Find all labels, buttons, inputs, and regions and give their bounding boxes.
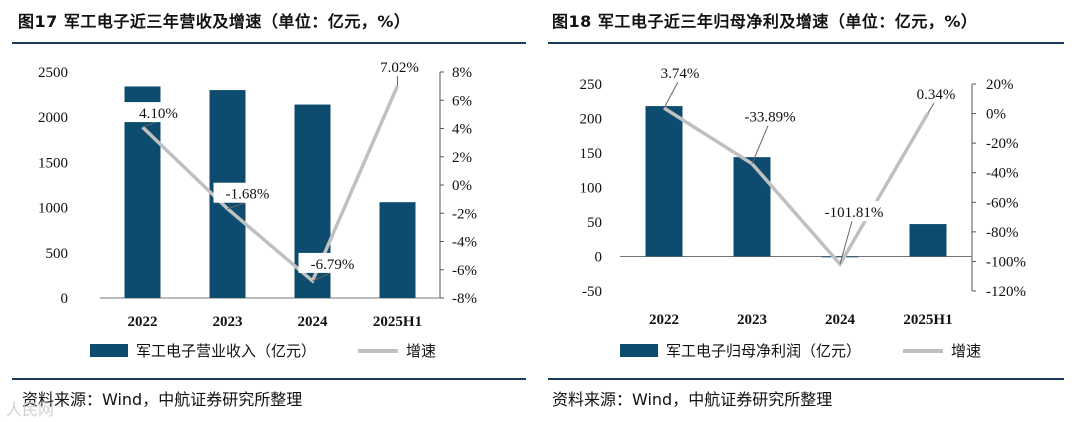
bar-2022	[645, 106, 683, 257]
legend-bar-item: 军工电子归母净利润（亿元）	[620, 340, 861, 361]
legend-bar-swatch	[620, 344, 658, 357]
left-axis-tick-label: 500	[46, 246, 69, 262]
title-rule	[12, 42, 526, 44]
right-axis-tick-label: 0%	[452, 178, 472, 194]
bar-2025H1	[909, 224, 947, 257]
data-label-leader	[927, 102, 935, 114]
left-axis-tick-label: 2000	[38, 110, 68, 126]
data-label-leader	[839, 220, 853, 265]
data-label-bg	[365, 55, 434, 76]
bar-2024	[821, 256, 859, 258]
data-label-bg	[736, 105, 804, 126]
category-label: 2022	[649, 312, 679, 328]
right-axis-tick-label: 6%	[452, 93, 472, 109]
title-rule	[548, 42, 1064, 44]
data-label: 3.74%	[661, 66, 700, 82]
legend-line-label: 增速	[406, 342, 437, 360]
data-label: 7.02%	[380, 60, 419, 76]
category-label: 2024	[298, 314, 329, 330]
bar-2023	[733, 157, 771, 257]
source-note: 资料来源：Wind，中航证券研究所整理	[552, 390, 833, 409]
right-axis-tick-label: -60%	[986, 195, 1019, 211]
data-label: -33.89%	[744, 110, 795, 126]
legend-bar-item: 军工电子营业收入（亿元）	[90, 340, 316, 361]
right-axis-tick-label: 4%	[452, 122, 472, 138]
legend: 军工电子营业收入（亿元） 增速	[90, 340, 436, 361]
left-axis-tick-label: 1000	[38, 201, 68, 217]
source-rule	[12, 378, 526, 380]
growth-line	[141, 85, 400, 284]
panel-revenue: 图17 军工电子近三年营收及增速（单位：亿元，%） 0 500 1000 1500 20…	[6, 12, 526, 419]
legend-line-item: 增速	[358, 340, 436, 361]
data-label-leader	[751, 125, 769, 164]
right-axis-tick-label: -120%	[986, 284, 1026, 300]
legend-line-label: 增速	[951, 342, 982, 360]
data-label: 0.34%	[917, 87, 956, 103]
left-axis-tick-label: -50	[582, 284, 602, 300]
category-label: 2024	[825, 312, 856, 328]
data-label-bg	[213, 182, 282, 203]
net-profit-chart: -50 0 50 100 150 200 250 -120% -100% -80% -60% -40%…	[580, 62, 1026, 328]
left-axis-tick-label: 0	[61, 291, 69, 307]
category-label: 2025H1	[903, 312, 952, 328]
category-label: 2023	[737, 312, 767, 328]
legend-bar-swatch	[90, 344, 128, 357]
legend: 军工电子归母净利润（亿元） 增速	[620, 340, 981, 361]
data-label-leader	[142, 121, 157, 128]
right-axis-tick-label: -20%	[986, 136, 1019, 152]
data-label: -6.79%	[311, 257, 355, 273]
legend-bar-label: 军工电子归母净利润（亿元）	[666, 342, 862, 360]
source-note: 资料来源：Wind，中航证券研究所整理	[22, 390, 303, 409]
left-axis-tick-label: 200	[580, 112, 603, 128]
category-label: 2025H1	[373, 314, 422, 330]
right-axis-tick-label: 2%	[452, 150, 472, 166]
right-axis-tick-label: 8%	[452, 65, 472, 81]
data-label: -101.81%	[825, 205, 884, 221]
right-axis-tick-label: -40%	[986, 166, 1019, 182]
panel-net-profit: 图18 军工电子近三年归母净利及增速（单位：亿元，%） -50 0 50 100 150…	[540, 0, 1080, 422]
data-label-bg	[646, 62, 714, 83]
right-axis-tick-label: 0%	[986, 107, 1006, 123]
legend-line-swatch	[358, 348, 399, 353]
left-axis-tick-label: 2500	[38, 65, 68, 81]
right-axis-tick-label: -80%	[986, 225, 1019, 241]
right-axis-tick-label: -6%	[452, 263, 477, 279]
left-axis-tick-label: 150	[580, 146, 603, 162]
data-label-leader	[312, 272, 331, 282]
data-label-bg	[820, 201, 888, 222]
category-label: 2022	[128, 314, 158, 330]
figure-title: 图18 军工电子近三年归母净利及增速（单位：亿元，%）	[552, 12, 978, 31]
figure-title: 图17 军工电子近三年营收及增速（单位：亿元，%）	[18, 12, 411, 31]
right-axis-tick-label: -2%	[452, 206, 477, 222]
left-axis-tick-label: 1500	[38, 155, 68, 171]
right-axis-tick-label: -100%	[986, 254, 1026, 270]
right-axis-tick-label: 20%	[986, 77, 1014, 93]
left-axis-tick-label: 250	[580, 77, 603, 93]
category-label: 2023	[213, 314, 243, 330]
data-label: 4.10%	[139, 106, 178, 122]
source-rule	[548, 378, 1064, 380]
legend-line-swatch	[903, 348, 944, 353]
data-label-bg	[124, 102, 193, 123]
data-label: -1.68%	[226, 187, 270, 203]
revenue-chart: 0 500 1000 1500 2000 2500 -8% -6% -4% -2% 0% 2% 4% 6%…	[38, 55, 477, 330]
data-label-leader	[663, 81, 679, 109]
legend-line-item: 增速	[903, 340, 981, 361]
data-label-bg	[298, 252, 367, 273]
growth-line	[663, 106, 930, 268]
left-axis-tick-label: 50	[587, 215, 602, 231]
data-label-bg	[902, 83, 970, 104]
right-axis-tick-label: -4%	[452, 235, 477, 251]
left-axis-tick-label: 100	[580, 181, 603, 197]
right-axis-tick-label: -8%	[452, 291, 477, 307]
watermark: 人民网	[6, 400, 55, 419]
left-axis-tick-label: 0	[595, 250, 603, 266]
bar-2025H1	[379, 202, 416, 298]
data-label-leader	[227, 202, 246, 210]
legend-bar-label: 军工电子营业收入（亿元）	[136, 342, 317, 360]
